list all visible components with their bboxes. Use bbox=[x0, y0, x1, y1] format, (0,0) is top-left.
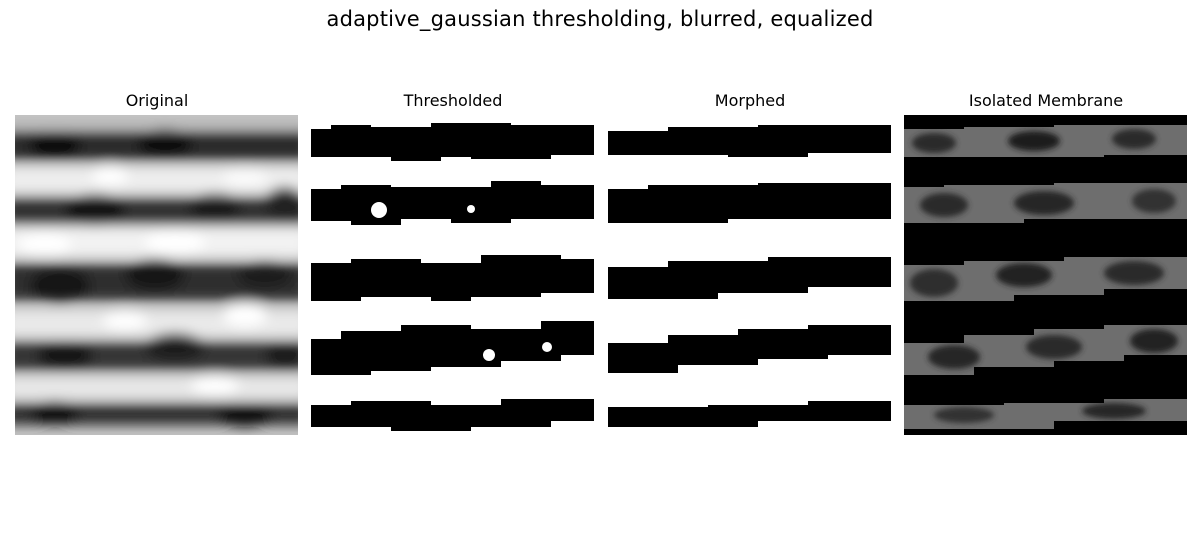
morphed-image bbox=[608, 115, 891, 435]
panel-original: Original bbox=[15, 88, 299, 435]
thresholded-image bbox=[311, 115, 594, 435]
original-image bbox=[15, 115, 298, 435]
panel-isolated-membrane: Isolated Membrane bbox=[904, 88, 1188, 435]
panel-title-thresholded: Thresholded bbox=[403, 91, 503, 110]
panel-thresholded: Thresholded bbox=[311, 88, 595, 435]
panel-title-morphed: Morphed bbox=[714, 91, 786, 110]
panel-morphed: Morphed bbox=[608, 88, 892, 435]
isolated-membrane-image bbox=[904, 115, 1187, 435]
panel-title-isolated-membrane: Isolated Membrane bbox=[968, 91, 1124, 110]
figure-title: adaptive_gaussian thresholding, blurred,… bbox=[326, 7, 874, 31]
panel-title-original: Original bbox=[125, 91, 189, 110]
